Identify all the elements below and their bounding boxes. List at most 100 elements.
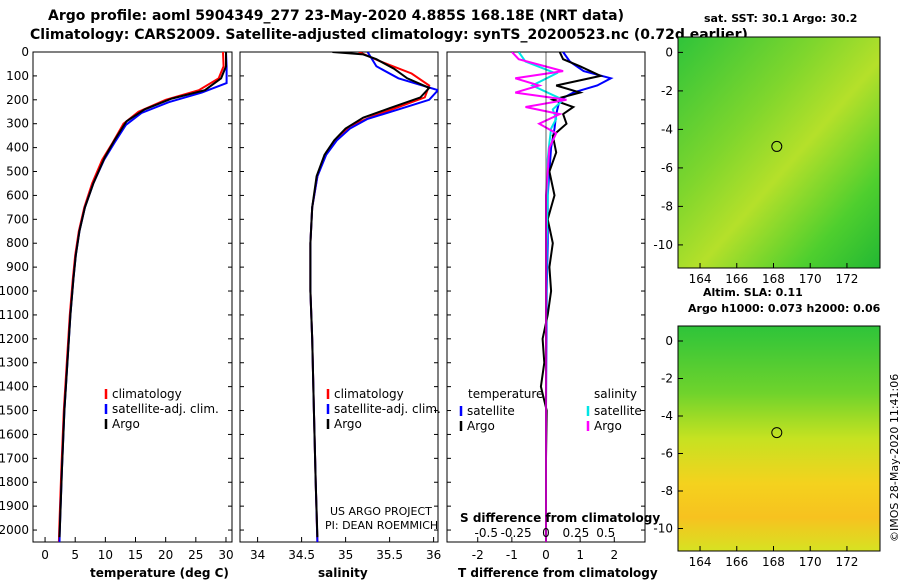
top-tick-label: 0.25: [563, 526, 590, 540]
series-line-t-argo: [539, 52, 604, 542]
map-x-tick-label: 166: [725, 555, 748, 569]
map-x-tick-label: 170: [799, 555, 822, 569]
x-tick-label-difference: 2: [610, 548, 618, 562]
y-tick-label: 1800: [0, 475, 29, 489]
x-tick-label-salinity: 36: [426, 548, 441, 562]
panel-frame-salinity: [239, 51, 439, 543]
y-tick-label: 2000: [0, 523, 29, 537]
y-tick-label: 0: [21, 45, 29, 59]
panel-frame-temperature: [32, 51, 233, 543]
x-tick-label-salinity: 34.5: [288, 548, 315, 562]
sal-legend-0-label: climatology: [334, 387, 404, 401]
map-y-tick-label: -6: [661, 447, 673, 461]
map-x-tick-label: 172: [835, 272, 858, 286]
temp-xlabel: temperature (deg C): [90, 566, 229, 580]
x-tick-label-temperature: 0: [41, 548, 49, 562]
series-group-difference: [511, 52, 614, 542]
x-tick-label-temperature: 30: [218, 548, 233, 562]
map-x-tick-label: 168: [762, 555, 785, 569]
series-line-s-argo: [511, 52, 567, 542]
map-x-tick-label: 164: [689, 272, 712, 286]
x-tick-label-difference: -2: [472, 548, 484, 562]
x-tick-label-temperature: 5: [71, 548, 79, 562]
temp-legend-2-label: Argo: [112, 417, 140, 431]
diff-legend-title-right: salinity: [594, 387, 637, 401]
y-tick-label: 400: [6, 141, 29, 155]
y-tick-label: 1400: [0, 380, 29, 394]
series-line-argo: [309, 52, 431, 538]
project-credit-line2: PI: DEAN ROEMMICH: [325, 519, 439, 532]
series-line-satellite-adj-clim-: [309, 52, 438, 542]
diff-xlabel: T difference from climatology: [458, 566, 658, 580]
x-tick-label-salinity: 34: [250, 548, 265, 562]
map-y-tick-label: 0: [665, 45, 673, 59]
map-x-tick-label: 170: [799, 272, 822, 286]
map-field-sst-map: [677, 36, 881, 269]
diff-legend-title-left: temperature: [468, 387, 543, 401]
series-line-satellite-adj-clim-: [58, 52, 228, 542]
series-group-temperature: [57, 52, 228, 542]
diff-legend-t-argo-label: Argo: [467, 419, 495, 433]
map-y-tick-label: -10: [653, 522, 673, 536]
x-tick-label-temperature: 10: [98, 548, 113, 562]
top-tick-label: -0.25: [501, 526, 532, 540]
map-y-tick-label: -4: [661, 409, 673, 423]
figure-title-line1: Argo profile: aoml 5904349_277 23-May-20…: [48, 8, 624, 24]
x-tick-label-temperature: 20: [158, 548, 173, 562]
map-x-tick-label: 164: [689, 555, 712, 569]
imos-credit: ©IMOS 28-May-2020 11:41:06: [888, 373, 900, 542]
y-tick-label: 1200: [0, 332, 29, 346]
top-tick-label: -0.5: [475, 526, 498, 540]
y-tick-label: 800: [6, 236, 29, 250]
map-y-tick-label: -10: [653, 238, 673, 252]
y-tick-label: 1300: [0, 356, 29, 370]
series-line-climatology: [309, 52, 431, 542]
sst-map-title: sat. SST: 30.1 Argo: 30.2: [704, 12, 858, 25]
temp-legend-1-label: satellite-adj. clim.: [112, 402, 219, 416]
temp-legend-0-label: climatology: [112, 387, 182, 401]
map-x-tick-label: 166: [725, 272, 748, 286]
diff-top-axis-label: S difference from climatology: [460, 511, 661, 525]
y-tick-label: 600: [6, 188, 29, 202]
x-tick-label-temperature: 25: [188, 548, 203, 562]
y-tick-label: 1000: [0, 284, 29, 298]
y-tick-label: 1700: [0, 451, 29, 465]
figure-title-line2: Climatology: CARS2009. Satellite-adjuste…: [30, 27, 748, 43]
map-x-tick-label: 168: [762, 272, 785, 286]
map-y-tick-label: -2: [661, 84, 673, 98]
map-x-tick-label: 172: [835, 555, 858, 569]
series-line-climatology: [57, 52, 225, 542]
top-tick-label: 0: [542, 526, 550, 540]
map-y-tick-label: 0: [665, 334, 673, 348]
project-credit-line1: US ARGO PROJECT: [330, 505, 432, 518]
map-field-sla-map: [677, 325, 881, 552]
sla-map-subtitle: Argo h1000: 0.073 h2000: 0.06: [688, 302, 881, 315]
series-group-salinity: [309, 52, 438, 542]
y-tick-label: 1500: [0, 404, 29, 418]
y-tick-label: 700: [6, 212, 29, 226]
map-y-tick-label: -2: [661, 372, 673, 386]
y-tick-label: 200: [6, 93, 29, 107]
sal-legend-1-label: satellite-adj. clim.: [334, 402, 441, 416]
x-tick-label-difference: -1: [506, 548, 518, 562]
x-tick-label-difference: 0: [542, 548, 550, 562]
map-y-tick-label: -8: [661, 199, 673, 213]
argo-float-marker: [771, 140, 783, 152]
y-tick-label: 1600: [0, 427, 29, 441]
x-tick-label-salinity: 35: [338, 548, 353, 562]
series-line-argo: [58, 52, 227, 538]
series-line-t-satellite: [545, 52, 614, 542]
y-tick-label: 500: [6, 165, 29, 179]
y-tick-label: 900: [6, 260, 29, 274]
top-tick-label: 0.5: [596, 526, 615, 540]
x-tick-label-difference: 1: [576, 548, 584, 562]
argo-float-marker: [771, 427, 783, 439]
x-tick-label-temperature: 15: [128, 548, 143, 562]
y-tick-label: 1100: [0, 308, 29, 322]
y-tick-label: 100: [6, 69, 29, 83]
sal-legend-2-label: Argo: [334, 417, 362, 431]
diff-legend-s-sat-label: satellite: [594, 404, 642, 418]
sla-map-title: Altim. SLA: 0.11: [703, 286, 803, 299]
y-tick-label: 300: [6, 117, 29, 131]
